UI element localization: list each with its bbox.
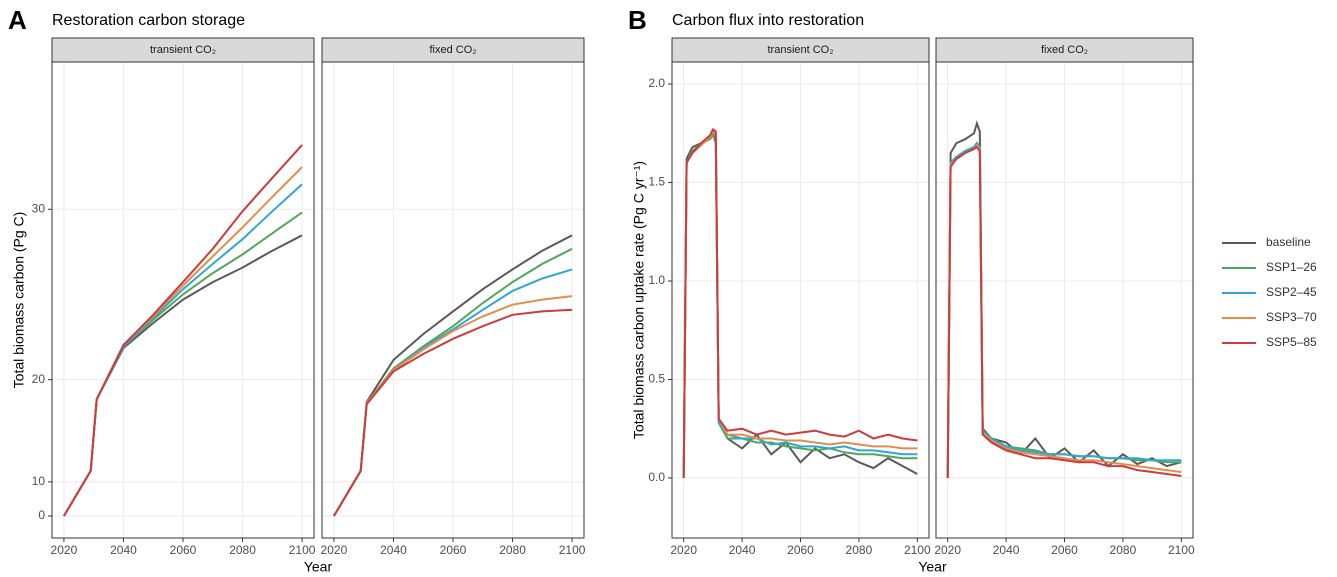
y-tick-label: 1.0	[648, 273, 665, 287]
legend-label: SSP2–45	[1266, 285, 1317, 299]
strip-label: transient CO₂	[767, 44, 833, 56]
x-tick-label: 2040	[110, 543, 137, 557]
y-tick-label: 0.5	[648, 372, 665, 386]
y-tick-label: 30	[32, 201, 46, 215]
x-tick-label: 2060	[1051, 543, 1078, 557]
x-tick-label: 2020	[670, 543, 697, 557]
x-tick-label: 2060	[787, 543, 814, 557]
y-tick-label: 2.0	[648, 76, 665, 90]
series-line	[333, 308, 573, 517]
x-tick-label: 2100	[559, 543, 586, 557]
panel-tag: A	[8, 5, 27, 35]
strip-label: transient CO₂	[150, 44, 216, 56]
x-tick-label: 2100	[289, 543, 316, 557]
y-tick-label: 0.0	[648, 470, 665, 484]
series-line	[682, 129, 918, 478]
panel-tag: B	[628, 5, 647, 35]
x-tick-label: 2100	[1168, 543, 1195, 557]
legend-label: SSP5–85	[1266, 335, 1317, 349]
strip	[671, 37, 930, 63]
x-tick-label: 2080	[846, 543, 873, 557]
y-axis-label: Total biomass carbon uptake rate (Pg C y…	[631, 161, 647, 439]
legend-label: SSP3–70	[1266, 310, 1317, 324]
y-tick-label: 0	[38, 508, 45, 522]
x-tick-label: 2060	[440, 543, 467, 557]
x-axis-label: Year	[918, 559, 947, 575]
strip-label: fixed CO₂	[1041, 44, 1088, 56]
series-line	[682, 127, 918, 478]
strip	[51, 37, 315, 63]
series-line	[63, 144, 303, 517]
x-tick-label: 2020	[51, 543, 78, 557]
x-tick-label: 2040	[729, 543, 756, 557]
x-tick-label: 2040	[380, 543, 407, 557]
x-tick-label: 2080	[229, 543, 256, 557]
y-tick-label: 1.5	[648, 175, 665, 189]
strip	[935, 37, 1194, 63]
x-tick-label: 2020	[321, 543, 348, 557]
x-axis-label: Year	[304, 559, 333, 575]
x-tick-label: 2080	[1110, 543, 1137, 557]
legend-label: SSP1–26	[1266, 260, 1317, 274]
x-tick-label: 2080	[499, 543, 526, 557]
x-tick-label: 2100	[904, 543, 931, 557]
series-line	[946, 145, 1182, 478]
strip	[321, 37, 585, 63]
x-tick-label: 2020	[934, 543, 961, 557]
panel-title: Carbon flux into restoration	[672, 12, 864, 29]
strip-label: fixed CO₂	[429, 44, 476, 56]
x-tick-label: 2060	[170, 543, 197, 557]
panel-title: Restoration carbon storage	[52, 12, 245, 29]
y-tick-label: 10	[32, 474, 46, 488]
x-tick-label: 2040	[993, 543, 1020, 557]
y-axis-label: Total biomass carbon (Pg C)	[11, 212, 27, 389]
y-tick-label: 20	[32, 372, 46, 386]
series-line	[946, 141, 1182, 478]
legend-label: baseline	[1266, 235, 1311, 249]
